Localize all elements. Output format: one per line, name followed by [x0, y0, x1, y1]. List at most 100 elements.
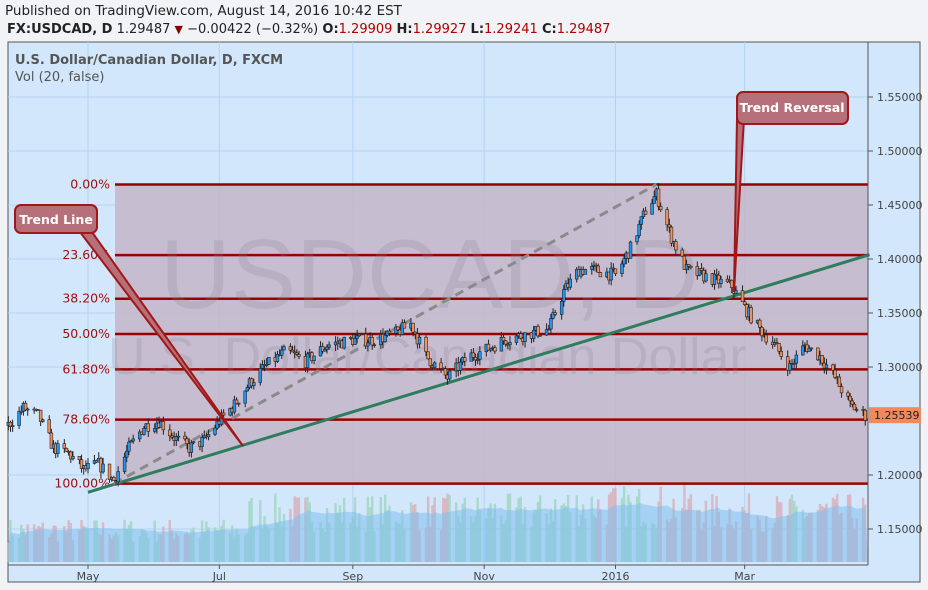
candle-body [684, 264, 689, 270]
candle-body [125, 450, 129, 458]
candle-body [650, 203, 654, 215]
candle-body [56, 443, 60, 454]
fib-level-label: 0.00% [70, 176, 110, 191]
price-tick-label: 1.50000 [877, 145, 923, 158]
candle-body [559, 301, 564, 315]
candle-body [366, 342, 370, 347]
candle-body [596, 265, 600, 273]
candle-body [47, 419, 51, 434]
candle-body [122, 456, 127, 472]
candle-body [86, 463, 90, 470]
candle-body [794, 354, 799, 364]
candle-body [348, 337, 353, 339]
candle-body [258, 368, 262, 383]
candle-body [531, 329, 536, 339]
candle-body [611, 267, 616, 270]
candle-body [547, 328, 551, 331]
candle-body [514, 335, 519, 343]
candle-body [674, 241, 678, 251]
candle-body [473, 356, 478, 361]
symbol-bar: FX:USDCAD, D 1.29487 ▼ −0.00422 (−0.32%)… [7, 22, 610, 37]
trend-line [87, 253, 870, 494]
trend-reversal-callout [736, 91, 849, 125]
candle-body [428, 358, 433, 367]
fib-level-label: 78.60% [62, 412, 110, 427]
candle-body [170, 435, 174, 438]
candle-body [413, 331, 417, 335]
candle-body [252, 382, 256, 387]
candle-body [357, 333, 361, 337]
candle-body [448, 370, 452, 380]
candle-body [62, 443, 67, 449]
candle-body [292, 351, 297, 354]
candle-body [297, 354, 301, 357]
candle-body [628, 241, 633, 259]
fib-level-label: 100.00% [54, 476, 110, 491]
candle-body [801, 345, 805, 356]
candle-body [549, 318, 553, 330]
candle-body [185, 438, 189, 445]
candle-body [779, 350, 783, 357]
candle-body [146, 423, 150, 432]
candle-body [26, 408, 30, 411]
candle-body [372, 344, 377, 347]
candle-body [598, 272, 603, 278]
candle-body [562, 289, 566, 302]
candle-body [730, 279, 734, 288]
candle-body [69, 451, 73, 460]
candle-body [137, 431, 142, 440]
candle-body [777, 343, 781, 352]
candle-body [699, 268, 704, 271]
candle-body [854, 409, 859, 411]
candle-body [820, 355, 824, 364]
close-label: C: [541, 22, 557, 37]
trend-reversal-callout-text: Trend Reversal [739, 100, 844, 115]
symbol-name: FX:USDCAD, D [7, 22, 113, 37]
candle-body [183, 435, 187, 440]
candle-body [23, 402, 28, 411]
drawings[interactable] [87, 183, 870, 494]
callouts[interactable]: Trend Line Trend Reversal [14, 91, 849, 447]
candle-body [846, 392, 850, 397]
candle-body [658, 206, 663, 211]
candle-body [260, 364, 265, 369]
candle-body [400, 322, 405, 335]
candle-body [443, 368, 448, 376]
candle-body [833, 369, 837, 378]
candle-body [107, 463, 112, 480]
candle-body [153, 428, 157, 432]
published-caption: Published on TradingView.com, August 14,… [5, 3, 402, 19]
low-value: 1.29241 [484, 22, 538, 37]
price-tick-label: 1.20000 [877, 469, 923, 482]
candle-body [41, 419, 45, 422]
candle-body [669, 226, 674, 244]
candle-body [712, 273, 717, 285]
candle-body [704, 273, 708, 282]
candle-body [71, 456, 75, 460]
candle-body [312, 355, 316, 361]
candle-body [213, 427, 217, 435]
candle-body [353, 338, 357, 345]
candle-body [112, 477, 116, 481]
candle-body [551, 312, 555, 319]
candle-body [656, 188, 661, 207]
candle-body [206, 434, 211, 438]
candle-body [432, 362, 437, 368]
candle-body [553, 312, 557, 315]
price-axis[interactable]: 1.55000 1.50000 1.45000 1.40000 1.35000 1.300… [868, 91, 923, 536]
volume-moving-average [8, 502, 869, 562]
candle-body [848, 395, 852, 402]
candle-body [364, 333, 368, 347]
candle-body [142, 427, 146, 435]
candle-body [742, 301, 747, 305]
price-tick-label: 1.55000 [877, 91, 923, 104]
time-axis[interactable]: May Jul Sep Nov 2016 Mar [77, 565, 756, 583]
candle-body [807, 347, 811, 352]
candle-body [8, 421, 13, 427]
candle-body [290, 349, 295, 353]
fibonacci-retracement[interactable]: 0.00%23.60%38.20%50.00%61.80%78.60%100.0… [54, 176, 868, 491]
candle-body [458, 361, 463, 371]
candle-body [719, 278, 723, 284]
candle-body [850, 400, 855, 405]
